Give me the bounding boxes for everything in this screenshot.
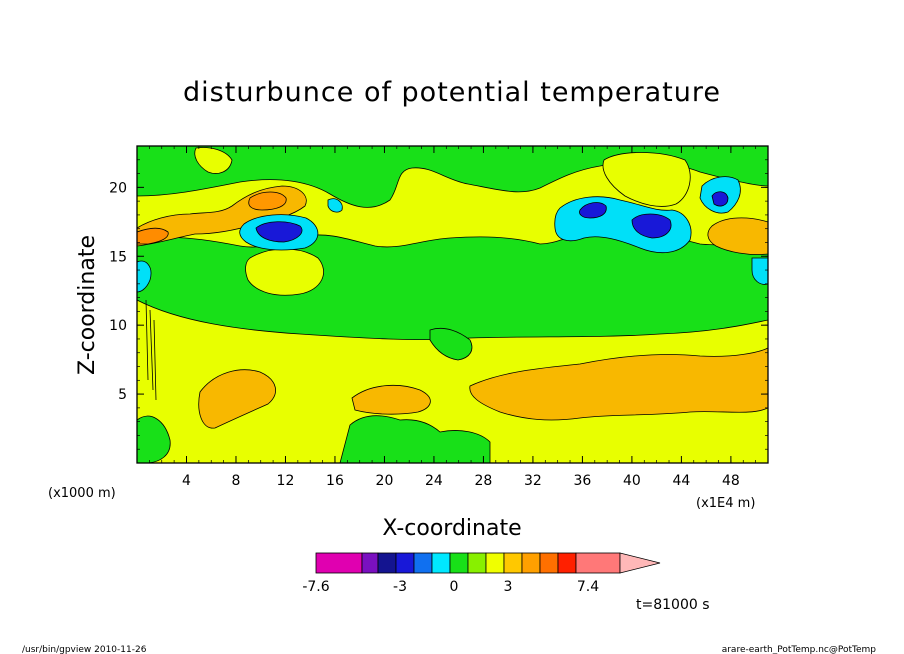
colorbar-swatch	[413, 552, 433, 574]
colorbar-label: 3	[504, 579, 513, 595]
x-tick-label: 20	[376, 473, 394, 489]
x-tick-label: 40	[623, 473, 641, 489]
colorbar-swatch	[449, 552, 469, 574]
colorbar-swatch	[521, 552, 541, 574]
chart-title: disturbunce of potential temperature	[183, 77, 721, 108]
x-tick-label: 4	[182, 473, 191, 489]
x-tick-label: 36	[573, 473, 591, 489]
colorbar-swatch	[575, 552, 621, 574]
y-tick-label: 20	[109, 180, 127, 196]
colorbar-swatch	[557, 552, 577, 574]
field-cold-core	[255, 221, 303, 243]
x-axis-label: X-coordinate	[382, 516, 521, 541]
x-tick-label: 8	[232, 473, 241, 489]
colorbar-swatch	[431, 552, 451, 574]
field-warm-cell	[469, 347, 768, 421]
colorbar-swatch	[395, 552, 415, 574]
x-axis-unit-label: (x1E4 m)	[696, 496, 755, 511]
x-tick-label: 16	[326, 473, 344, 489]
x-tick-label: 12	[277, 473, 295, 489]
field-warm-blob	[194, 147, 233, 174]
plot-frame	[136, 145, 769, 464]
field-lower-warm-layer	[137, 299, 768, 463]
x-tick-label: 28	[475, 473, 493, 489]
y-tick-label: 10	[109, 318, 127, 334]
field-cold-cell	[137, 260, 152, 293]
colorbar-overflow-arrow	[619, 552, 661, 574]
colorbar-label: 0	[450, 579, 459, 595]
footer-left: /usr/bin/gpview 2010-11-26	[22, 645, 147, 654]
field-spike	[145, 299, 157, 401]
colorbar-swatch	[485, 552, 505, 574]
colorbar-swatch	[361, 552, 379, 574]
colorbar-swatch	[467, 552, 487, 574]
y-tick-label: 5	[118, 387, 127, 403]
colorbar-swatch	[503, 552, 523, 574]
y-tick-label: 15	[109, 249, 127, 265]
colorbar-swatch	[315, 552, 363, 574]
x-tick-label: 44	[672, 473, 690, 489]
colorbar	[315, 552, 661, 574]
y-axis-label: Z-coordinate	[75, 235, 100, 375]
colorbar-labels: -7.6 -3 0 3 7.4	[302, 579, 599, 595]
x-tick-label: 24	[425, 473, 443, 489]
colorbar-label: 7.4	[577, 579, 599, 595]
y-axis-ticks: 5 10 15 20	[109, 159, 768, 450]
x-tick-label: 48	[722, 473, 740, 489]
x-axis-ticks: 4 8 12 16 20 24 28 32 36 40 44 48	[149, 146, 756, 489]
plot-area	[137, 146, 768, 463]
field-warm-cell	[707, 217, 768, 255]
field-cold-cell	[327, 198, 343, 213]
field-green-patch	[429, 327, 473, 361]
colorbar-swatch	[539, 552, 559, 574]
field-cold-core	[631, 213, 672, 239]
field-warm-blob	[602, 152, 691, 207]
field-cold-core	[579, 202, 607, 219]
field-warm-cell	[351, 385, 431, 415]
field-green-patch	[339, 415, 491, 463]
field-cold-core	[711, 191, 729, 207]
y-axis-unit-label: (x1000 m)	[48, 486, 116, 501]
x-tick-label: 32	[524, 473, 542, 489]
field-warm-cell	[198, 369, 276, 429]
field-warm-cell	[137, 227, 169, 245]
time-label: t=81000 s	[636, 597, 710, 613]
field-warm-cell	[248, 191, 287, 211]
colorbar-label: -7.6	[302, 579, 329, 595]
colorbar-label: -3	[393, 579, 407, 595]
footer-right: arare-earth_PotTemp.nc@PotTemp	[722, 645, 877, 654]
field-warm-blob	[245, 248, 324, 296]
colorbar-swatch	[377, 552, 397, 574]
